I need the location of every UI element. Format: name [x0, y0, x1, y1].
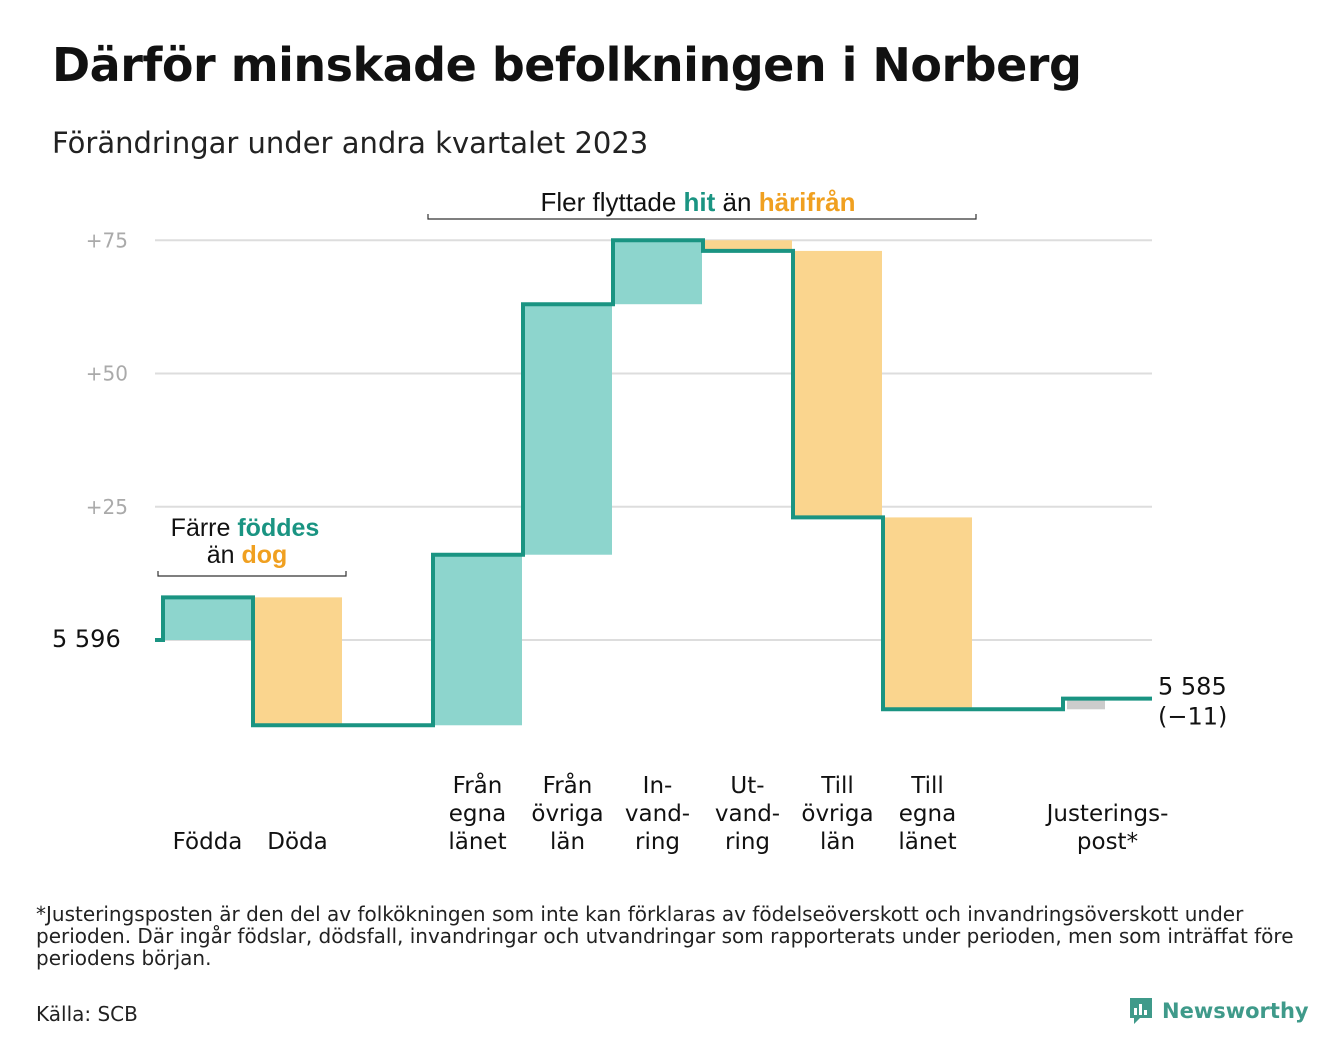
footnote: *Justeringsposten är den del av folkökni… — [36, 902, 1294, 970]
annotation-text: än — [207, 541, 242, 569]
category-label: Döda — [267, 829, 327, 855]
category-label: In- — [643, 773, 673, 799]
end-change-label: (−11) — [1158, 703, 1227, 731]
category-label: post* — [1077, 829, 1138, 855]
category-label: Från — [453, 771, 503, 799]
source-note: Källa: SCB — [36, 1002, 138, 1026]
annotation-highlight: föddes — [237, 514, 319, 542]
annotation-bracket-births — [157, 571, 347, 577]
bar-decrease — [883, 517, 972, 710]
annotation-text: Fler flyttade — [540, 187, 683, 217]
y-tick-label: +25 — [86, 495, 128, 519]
cumulative-line — [155, 238, 1152, 728]
brand-name: Newsworthy — [1162, 999, 1309, 1023]
category-label: Födda — [173, 829, 243, 855]
category-label: Från — [543, 771, 593, 799]
category-label: län — [550, 829, 585, 855]
bar-increase — [613, 240, 702, 305]
category-label: ring — [635, 829, 680, 855]
annotation-highlight: härifrån — [759, 187, 856, 217]
category-label: Justerings- — [1045, 801, 1169, 827]
category-label: ring — [725, 829, 770, 855]
chart-title: Därför minskade befolkningen i Norberg — [52, 38, 1082, 92]
bar-decrease — [793, 250, 882, 518]
category-label: övriga — [531, 801, 603, 827]
category-label: vand- — [625, 801, 690, 827]
bar-increase — [163, 597, 252, 640]
category-label: Ut- — [730, 773, 764, 799]
newsworthy-logo: Newsworthy — [1128, 996, 1309, 1026]
category-label: Till — [910, 773, 944, 799]
category-label: län — [820, 829, 855, 855]
annotation-text: Färre — [171, 514, 238, 542]
category-label: egna — [449, 801, 506, 827]
bar-increase — [433, 554, 522, 726]
annotation-migration: Fler flyttade hit än härifrån — [540, 187, 855, 217]
category-label: vand- — [715, 801, 780, 827]
newsworthy-icon — [1130, 998, 1152, 1024]
category-label: länet — [898, 829, 956, 855]
y-tick-label: +75 — [86, 228, 128, 252]
annotation-births-line2: än dog — [207, 541, 288, 569]
chart-subtitle: Förändringar under andra kvartalet 2023 — [52, 126, 649, 160]
bar-adjustment — [1067, 698, 1105, 710]
annotation-births-line1: Färre föddes — [171, 514, 320, 542]
start-value-label: 5 596 — [52, 625, 121, 653]
annotation-highlight: dog — [241, 541, 287, 569]
end-value-label: 5 585 — [1158, 673, 1227, 701]
category-label: övriga — [801, 801, 873, 827]
bar-decrease — [253, 597, 342, 726]
annotation-highlight: hit — [684, 187, 716, 217]
annotation-text: än — [715, 187, 758, 217]
category-label: Till — [820, 773, 854, 799]
bar-increase — [523, 304, 612, 555]
category-label: länet — [448, 829, 506, 855]
bar-decrease — [703, 240, 792, 251]
category-label: egna — [899, 801, 956, 827]
y-tick-label: +50 — [86, 362, 128, 386]
annotation-bracket-migration — [427, 214, 977, 220]
